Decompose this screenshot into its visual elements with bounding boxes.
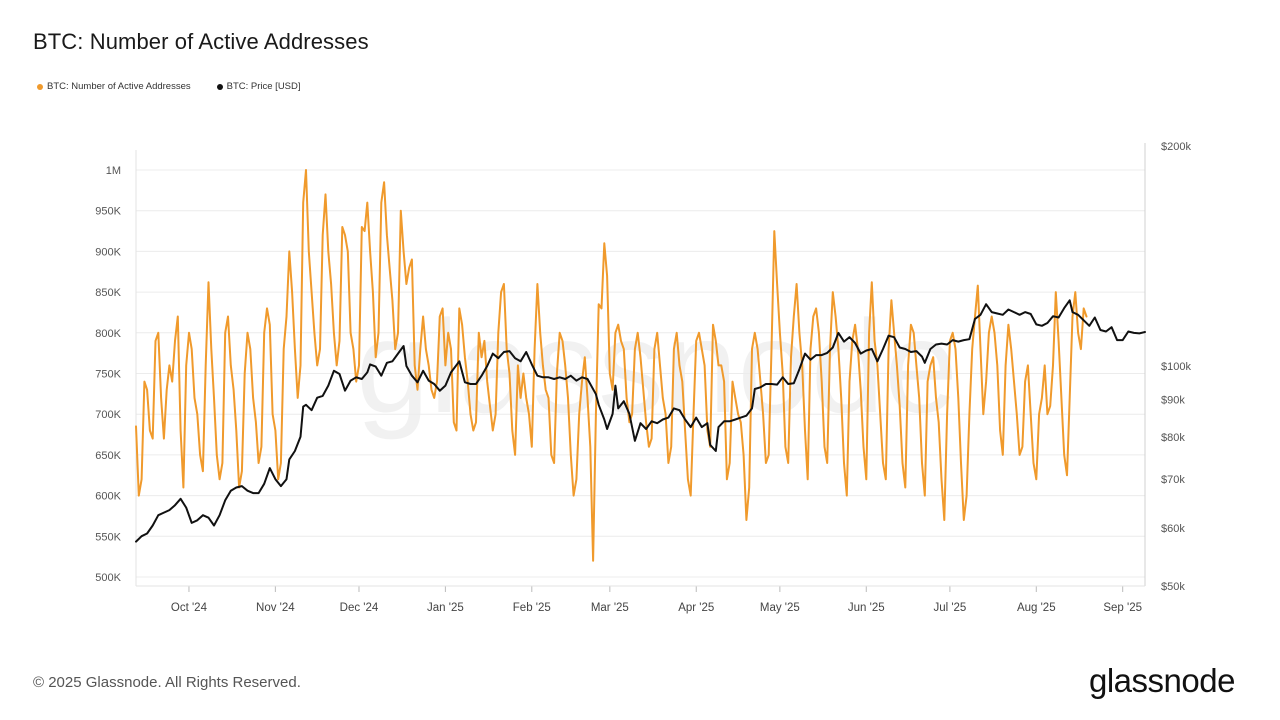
legend-dot-active-addresses [37, 83, 43, 90]
legend-dot-price [216, 83, 223, 90]
y-tick-label-left: 650K [95, 450, 121, 462]
x-tick-label: Aug '25 [1017, 602, 1056, 614]
y-tick-label-right: $60k [1161, 523, 1185, 535]
x-tick-label: Nov '24 [256, 602, 295, 614]
footer-copyright: © 2025 Glassnode. All Rights Reserved. [33, 674, 301, 691]
x-tick-label: Jul '25 [933, 602, 966, 614]
y-tick-label-left: 850K [95, 287, 121, 299]
x-tick-label: Jun '25 [848, 602, 885, 614]
y-tick-label-right: $80k [1161, 432, 1185, 444]
y-tick-label-right: $50k [1161, 581, 1185, 593]
y-tick-label-right: $90k [1161, 394, 1185, 406]
y-tick-label-left: 700K [95, 409, 121, 421]
brand-logo[interactable]: glassnode [1089, 662, 1235, 699]
chart-legend: BTC: Number of Active Addresses BTC: Pri… [37, 81, 301, 92]
page-title: BTC: Number of Active Addresses [33, 29, 369, 54]
y-tick-label-right: $200k [1161, 141, 1191, 153]
legend-item-price[interactable]: BTC: Price [USD] [216, 81, 301, 92]
y-tick-label-left: 500K [95, 572, 121, 584]
x-tick-label: Feb '25 [513, 602, 551, 614]
x-tick-label: Sep '25 [1103, 602, 1142, 614]
legend-item-active-addresses[interactable]: BTC: Number of Active Addresses [37, 81, 191, 92]
y-tick-label-right: $100k [1161, 361, 1191, 373]
x-tick-label: Dec '24 [340, 602, 379, 614]
x-tick-label: May '25 [760, 602, 800, 614]
y-tick-label-left: 750K [95, 369, 121, 381]
y-tick-label-left: 1M [106, 165, 121, 177]
y-tick-label-left: 900K [95, 246, 121, 258]
series-line-price [135, 299, 1146, 543]
y-tick-label-left: 550K [95, 531, 121, 543]
x-tick-label: Jan '25 [427, 602, 464, 614]
x-tick-label: Oct '24 [171, 602, 208, 614]
y-tick-label-left: 950K [95, 206, 121, 218]
series-line-active-addresses [135, 169, 1088, 562]
y-tick-label-left: 600K [95, 491, 121, 503]
x-tick-label: Apr '25 [678, 602, 714, 614]
x-tick-label: Mar '25 [591, 602, 629, 614]
y-tick-label-right: $70k [1161, 474, 1185, 486]
legend-label-price: BTC: Price [USD] [226, 81, 301, 92]
legend-label-active-addresses: BTC: Number of Active Addresses [47, 81, 191, 92]
y-tick-label-left: 800K [95, 328, 121, 340]
